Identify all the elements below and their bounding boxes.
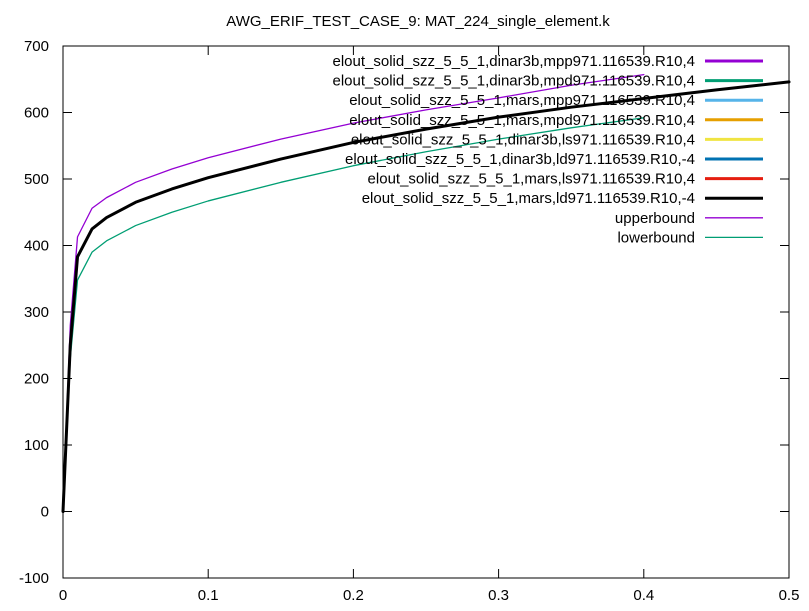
legend-label: elout_solid_szz_5_5_1,dinar3b,ls971.1165… [351, 131, 695, 148]
legend: elout_solid_szz_5_5_1,dinar3b,mpp971.116… [333, 53, 763, 246]
y-tick-label: 600 [24, 105, 49, 122]
y-tick-label: 700 [24, 38, 49, 55]
series-layer [61, 73, 791, 513]
y-tick-label: 300 [24, 304, 49, 321]
legend-label: elout_solid_szz_5_5_1,mars,mpd971.116539… [349, 112, 695, 129]
legend-label: elout_solid_szz_5_5_1,mars,ls971.116539.… [368, 171, 695, 188]
y-tick-label: 200 [24, 371, 49, 388]
y-tick-label: 400 [24, 238, 49, 255]
legend-label: upperbound [615, 210, 695, 227]
y-tick-label: 500 [24, 171, 49, 188]
tick-layer: 0 0.1 0.2 0.3 0.4 0.5 -100 0 100 200 300 400 500 600 7… [19, 38, 799, 604]
legend-label: lowerbound [617, 229, 695, 246]
legend-label: elout_solid_szz_5_5_1,dinar3b,mpp971.116… [333, 53, 696, 70]
plot-frame [62, 45, 790, 579]
legend-label: elout_solid_szz_5_5_1,dinar3b,ld971.1165… [345, 151, 695, 168]
y-tick-label: 100 [24, 437, 49, 454]
y-tick-label: 0 [41, 504, 49, 521]
x-tick-label: 0.5 [779, 587, 800, 604]
x-tick-label: 0.3 [488, 587, 509, 604]
x-tick-label: 0.4 [633, 587, 654, 604]
legend-label: elout_solid_szz_5_5_1,mars,ld971.116539.… [362, 190, 695, 207]
legend-label: elout_solid_szz_5_5_1,mars,mpp971.116539… [349, 92, 695, 109]
series-line-9 [62, 117, 645, 513]
x-tick-label: 0.2 [343, 587, 364, 604]
legend-label: elout_solid_szz_5_5_1,dinar3b,mpd971.116… [333, 73, 696, 90]
x-tick-label: 0 [59, 587, 67, 604]
x-tick-label: 0.1 [198, 587, 219, 604]
series-line-8 [62, 73, 645, 513]
series-line-7 [61, 80, 791, 513]
y-tick-label: -100 [19, 570, 49, 587]
chart-title: AWG_ERIF_TEST_CASE_9: MAT_224_single_ele… [226, 13, 610, 30]
